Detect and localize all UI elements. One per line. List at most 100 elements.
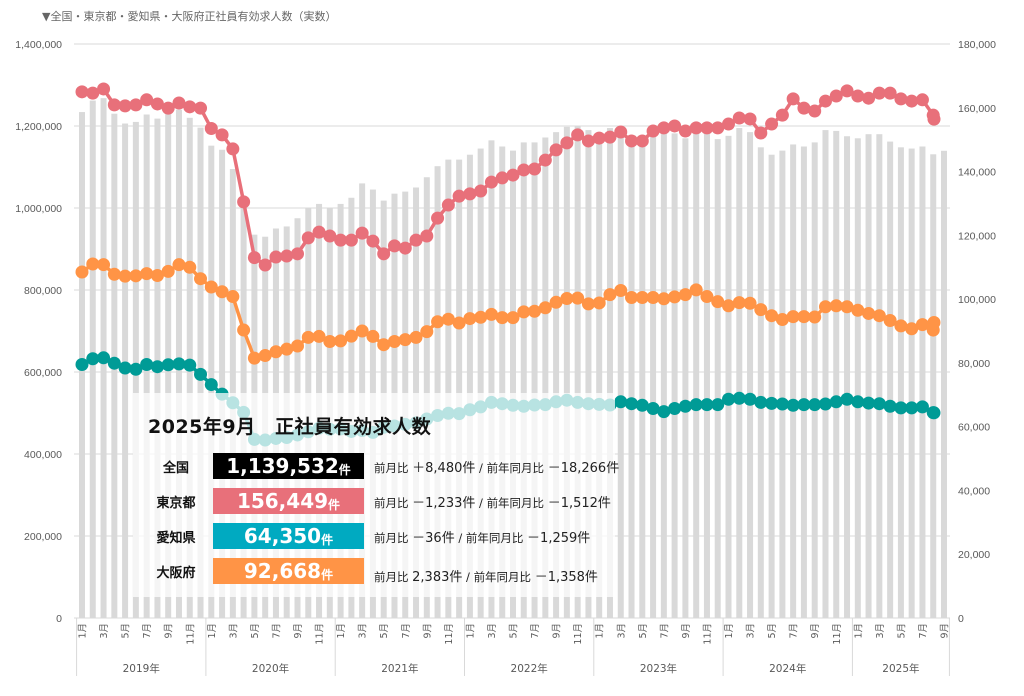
marker-愛知県: [786, 398, 800, 412]
marker-大阪府: [668, 290, 682, 304]
marker-愛知県: [97, 351, 111, 365]
bar-national: [445, 159, 452, 618]
marker-東京都: [786, 92, 800, 106]
bar-national: [876, 134, 883, 618]
month-tick-label: 11月: [444, 623, 455, 645]
bar-national: [833, 130, 840, 619]
marker-愛知県: [765, 396, 779, 410]
marker-東京都: [237, 195, 251, 209]
marker-大阪府: [927, 315, 941, 329]
marker-東京都: [161, 101, 175, 115]
marker-愛知県: [625, 397, 639, 411]
month-tick-label: 1月: [336, 623, 347, 639]
value-box: 156,449 件: [213, 488, 364, 514]
marker-大阪府: [344, 329, 358, 343]
month-tick-label: 1月: [78, 623, 89, 639]
bar-national: [714, 139, 721, 618]
bar-national: [693, 131, 700, 619]
marker-愛知県: [172, 357, 186, 371]
marker-大阪府: [129, 269, 143, 283]
marker-東京都: [301, 231, 315, 245]
marker-大阪府: [355, 324, 369, 338]
marker-大阪府: [549, 295, 563, 309]
marker-愛知県: [711, 398, 725, 412]
marker-東京都: [732, 111, 746, 125]
marker-愛知県: [183, 358, 197, 372]
marker-東京都: [743, 112, 757, 126]
marker-大阪府: [226, 290, 240, 304]
marker-東京都: [194, 101, 208, 115]
bar-national: [919, 146, 926, 618]
bar-national: [757, 147, 764, 618]
bar-national: [865, 134, 872, 618]
marker-東京都: [86, 86, 100, 100]
bar-national: [800, 146, 807, 618]
marker-愛知県: [797, 398, 811, 412]
marker-東京都: [323, 229, 337, 243]
marker-東京都: [420, 229, 434, 243]
bar-national: [650, 132, 657, 618]
month-tick-label: 7月: [530, 623, 541, 639]
marker-東京都: [571, 128, 585, 142]
marker-愛知県: [883, 399, 897, 413]
marker-愛知県: [129, 362, 143, 376]
bar-national: [639, 138, 646, 619]
marker-大阪府: [474, 310, 488, 324]
marker-大阪府: [323, 335, 337, 349]
left-axis-tick-label: 400,000: [24, 449, 62, 461]
marker-大阪府: [452, 316, 466, 330]
marker-大阪府: [334, 334, 348, 348]
right-axis-tick-label: 100,000: [958, 294, 996, 306]
region-label: 大阪府: [156, 565, 196, 581]
bar-national: [520, 142, 527, 618]
marker-大阪府: [528, 304, 542, 318]
right-axis-tick-label: 20,000: [958, 549, 990, 561]
series-lines: [75, 82, 941, 447]
month-tick-label: 1月: [207, 623, 218, 639]
marker-愛知県: [75, 357, 89, 371]
bar-national: [574, 126, 581, 618]
marker-東京都: [614, 125, 628, 139]
bar-national: [736, 128, 743, 619]
left-axis-tick-label: 1,000,000: [15, 203, 62, 215]
year-label: 2019年: [123, 662, 160, 675]
bar-national: [499, 146, 506, 618]
marker-大阪府: [689, 283, 703, 297]
month-tick-label: 9月: [681, 623, 692, 639]
marker-東京都: [872, 86, 886, 100]
marker-東京都: [484, 175, 498, 189]
bar-national: [531, 142, 538, 618]
marker-東京都: [172, 96, 186, 110]
marker-東京都: [355, 226, 369, 240]
region-label: 全国: [162, 460, 189, 476]
bar-national: [887, 141, 894, 618]
marker-大阪府: [366, 329, 380, 343]
marker-東京都: [150, 97, 164, 111]
marker-東京都: [97, 82, 111, 96]
value-box: 64,350 件: [213, 523, 364, 549]
marker-愛知県: [194, 367, 208, 381]
marker-東京都: [862, 91, 876, 105]
marker-東京都: [711, 121, 725, 135]
month-tick-label: 3月: [358, 623, 369, 639]
marker-東京都: [775, 108, 789, 122]
marker-大阪府: [915, 318, 929, 332]
marker-愛知県: [894, 401, 908, 415]
marker-東京都: [226, 142, 240, 156]
bar-national: [542, 137, 549, 619]
marker-大阪府: [872, 309, 886, 323]
marker-大阪府: [592, 296, 606, 310]
left-axis-tick-label: 1,400,000: [15, 39, 62, 51]
marker-大阪府: [743, 296, 757, 310]
marker-大阪府: [204, 280, 218, 294]
month-tick-label: 7月: [659, 623, 670, 639]
bar-national: [897, 147, 904, 618]
bar-national: [779, 150, 786, 618]
value-box: 1,139,532 件: [213, 453, 364, 479]
month-tick-label: 11月: [832, 623, 843, 645]
marker-愛知県: [927, 406, 941, 420]
bar-national: [941, 150, 947, 619]
marker-愛知県: [150, 360, 164, 374]
marker-大阪府: [495, 311, 509, 325]
marker-東京都: [883, 86, 897, 100]
